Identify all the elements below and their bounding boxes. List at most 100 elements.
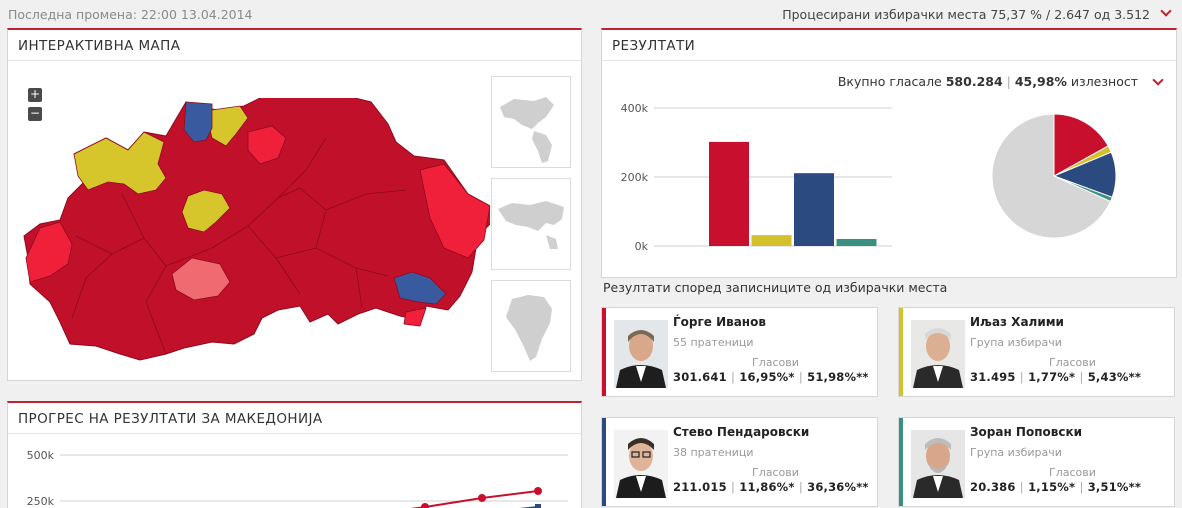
map-thumb-eurasia[interactable] <box>491 178 571 270</box>
zoom-out-button[interactable]: − <box>28 106 42 121</box>
map-borders <box>71 137 407 355</box>
percent-of-voted: 5,43%** <box>1087 370 1142 384</box>
y-tick-label: 500k <box>27 449 55 462</box>
candidate-name: Зоран Поповски <box>970 425 1083 439</box>
candidate-photo <box>614 430 668 498</box>
progress-line-chart: 500k 250k <box>27 449 568 508</box>
pie-slice-0 <box>1053 114 1109 177</box>
candidate-subtitle: Група избирачи <box>970 446 1062 459</box>
series-point-ivanov <box>421 503 429 508</box>
candidate-card-halimi[interactable]: Иљаз Халими Група избирачи Гласови 31.49… <box>898 307 1175 397</box>
map-region-yellow-center <box>181 189 231 233</box>
series-point-ivanov <box>534 487 542 495</box>
candidate-photo <box>911 430 965 498</box>
candidate-card-pendarovski[interactable]: Стево Пендаровски 38 пратеници Гласови 2… <box>601 417 878 507</box>
turnout-label: излезност <box>1070 74 1138 89</box>
percent-of-registered: 1,77%* <box>1028 370 1076 384</box>
candidate-name: Ѓорге Иванов <box>673 315 766 329</box>
series-line-ivanov <box>410 490 539 508</box>
bar-0 <box>709 141 749 246</box>
progress-panel-title: ПРОГРЕС НА РЕЗУЛТАТИ ЗА МАКЕДОНИЈА <box>18 411 323 427</box>
candidate-subtitle: Група избирачи <box>970 336 1062 349</box>
divider <box>8 433 581 434</box>
processed-stations-text: Процесирани избирачки места 75,37 % / 2.… <box>782 7 1150 22</box>
turnout-summary: Вкупно гласале 580.284 | 45,98% излезнос… <box>838 74 1138 89</box>
separator: | <box>1019 480 1024 494</box>
percent-of-voted: 36,36%** <box>807 480 869 494</box>
separator: | <box>798 370 803 384</box>
map-panel-title: ИНТЕРАКТИВНА МАПА <box>18 38 181 54</box>
pie-slice-4 <box>992 114 1112 239</box>
map-region-bright-red-e <box>419 163 490 259</box>
map-region-blue-east <box>393 271 447 305</box>
candidate-color-stripe <box>602 308 606 396</box>
total-voted-label: Вкупно гласале <box>837 74 942 89</box>
candidate-name: Стево Пендаровски <box>673 425 810 439</box>
candidate-photo <box>911 320 965 388</box>
votes-pie-chart <box>992 114 1117 239</box>
map-region-bright-red-se <box>403 307 427 327</box>
separator: | <box>798 480 803 494</box>
zoom-in-button[interactable]: + <box>28 87 42 102</box>
y-tick-label: 400k <box>621 102 649 115</box>
map-region-yellow-nw <box>73 131 167 195</box>
section-label: Резултати според записниците од избирачк… <box>603 280 948 295</box>
y-tick-label: 200k <box>621 171 649 184</box>
bar-2 <box>794 173 834 246</box>
chevron-down-icon[interactable] <box>1152 74 1164 86</box>
map-region-light-red <box>171 257 231 301</box>
series-point-ivanov <box>478 494 486 502</box>
votes-label: Гласови <box>1049 466 1096 479</box>
separator: | <box>1079 480 1084 494</box>
map-region-bright-red-ne <box>247 125 287 165</box>
map-thumb-africa[interactable] <box>491 280 571 372</box>
last-change-text: Последна промена: 22:00 13.04.2014 <box>8 7 253 22</box>
candidate-stats: 20.386 | 1,15%* | 3,51%** <box>970 480 1141 494</box>
candidate-name: Иљаз Халими <box>970 315 1064 329</box>
divider <box>602 60 1176 61</box>
y-tick-label: 0k <box>635 240 649 253</box>
separator: | <box>1019 370 1024 384</box>
candidate-photo <box>614 320 668 388</box>
separator: | <box>1006 74 1011 89</box>
votes-label: Гласови <box>1049 356 1096 369</box>
series-point-pendarovski <box>535 504 541 508</box>
chevron-down-icon[interactable] <box>1160 5 1172 17</box>
candidate-stats: 211.015 | 11,86%* | 36,36%** <box>673 480 869 494</box>
macedonia-map[interactable] <box>16 98 490 363</box>
divider <box>8 60 581 61</box>
status-bar: Последна промена: 22:00 13.04.2014 Проце… <box>0 0 1182 28</box>
map-region-bright-red-west <box>25 221 73 283</box>
separator: | <box>731 480 736 494</box>
percent-of-registered: 16,95%* <box>739 370 795 384</box>
progress-panel: ПРОГРЕС НА РЕЗУЛТАТИ ЗА МАКЕДОНИЈА 500k 2… <box>7 401 582 508</box>
separator: | <box>731 370 736 384</box>
bar-1 <box>751 235 792 246</box>
separator: | <box>1079 370 1084 384</box>
percent-of-registered: 1,15%* <box>1028 480 1076 494</box>
candidate-color-stripe <box>899 418 903 506</box>
votes-label: Гласови <box>752 356 799 369</box>
candidate-card-popovski[interactable]: Зоран Поповски Група избирачи Гласови 20… <box>898 417 1175 507</box>
votes-bar-chart: 0k 200k 400k <box>621 102 892 253</box>
total-voted-value: 580.284 <box>945 74 1003 89</box>
candidate-subtitle: 38 пратеници <box>673 446 754 459</box>
candidate-card-ivanov[interactable]: Ѓорге Иванов 55 пратеници Гласови 301.64… <box>601 307 878 397</box>
votes-value: 20.386 <box>970 480 1016 494</box>
results-panel: РЕЗУЛТАТИ Вкупно гласале 580.284 | 45,98… <box>601 28 1177 278</box>
candidate-color-stripe <box>899 308 903 396</box>
percent-of-voted: 3,51%** <box>1087 480 1142 494</box>
bar-3 <box>836 238 877 246</box>
candidate-subtitle: 55 пратеници <box>673 336 754 349</box>
turnout-value: 45,98% <box>1014 74 1067 89</box>
candidate-stats: 301.641 | 16,95%* | 51,98%** <box>673 370 869 384</box>
interactive-map-panel: ИНТЕРАКТИВНА МАПА + − <box>7 28 582 381</box>
votes-value: 211.015 <box>673 480 727 494</box>
map-thumb-americas[interactable] <box>491 76 571 168</box>
candidate-stats: 31.495 | 1,77%* | 5,43%** <box>970 370 1141 384</box>
votes-value: 31.495 <box>970 370 1016 384</box>
candidate-color-stripe <box>602 418 606 506</box>
y-tick-label: 250k <box>27 495 55 508</box>
votes-value: 301.641 <box>673 370 727 384</box>
votes-label: Гласови <box>752 466 799 479</box>
